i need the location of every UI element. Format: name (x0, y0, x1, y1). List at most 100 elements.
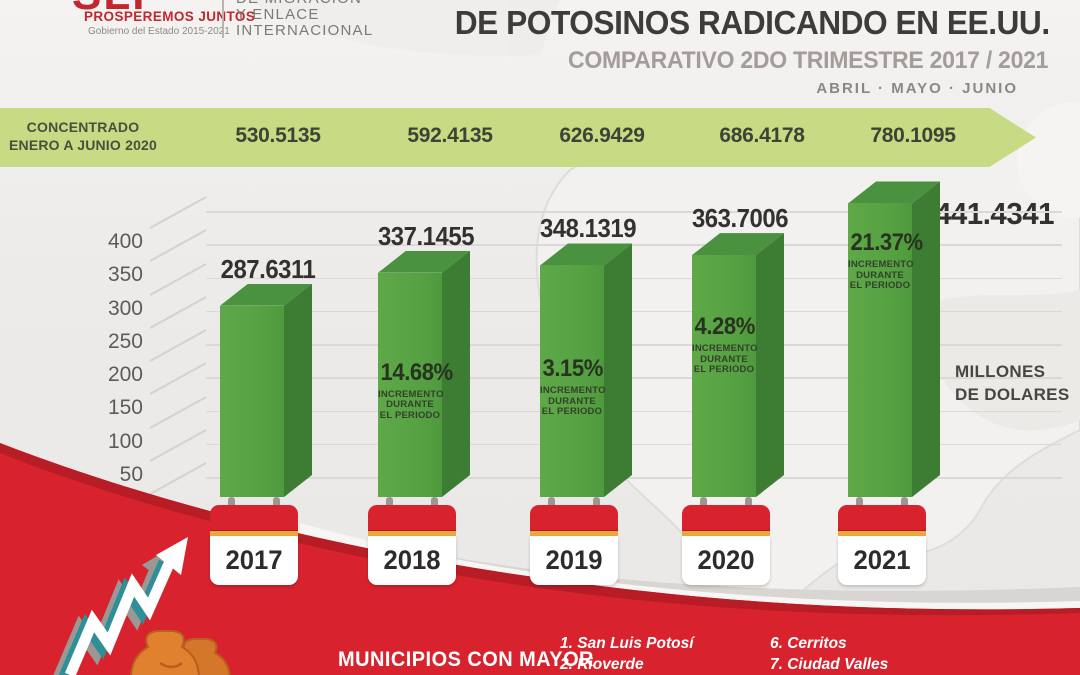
y-axis-tick: 400 (107, 230, 143, 253)
band-total-value: 592.4135 (407, 124, 493, 147)
y-axis-tick: 200 (107, 363, 143, 386)
municipio-item: 7. Ciudad Valles (770, 656, 889, 673)
bar-side-face (284, 284, 312, 497)
band-total-value: 530.5135 (235, 124, 321, 147)
percent-caption: INCREMENTO DURANTE EL PERIODO (848, 259, 914, 292)
logo-tagline: PROSPEREMOS JUNTOS (84, 9, 256, 24)
calendar-header (682, 505, 770, 530)
bar-top-face (540, 243, 632, 266)
bar-front-face: 21.37% INCREMENTO DURANTE EL PERIODO (848, 203, 924, 497)
gridline-horizontal (206, 211, 1062, 213)
gridline-diagonal (149, 262, 207, 295)
y-axis-tick: 300 (107, 296, 143, 320)
calendar-body: 2021 (838, 536, 926, 585)
bar-side-face (442, 251, 470, 497)
calendar-year-label: 2021 (853, 545, 911, 575)
bar-top-face (220, 283, 312, 306)
y-axis-tick: 350 (107, 263, 143, 287)
bar-top-face (848, 181, 940, 204)
band-label-line-2: ENERO A JUNIO 2020 (8, 137, 158, 153)
calendar-stripe (368, 530, 456, 537)
y-axis-tick: 250 (107, 329, 143, 353)
bar-top-face (692, 233, 784, 256)
gridline-horizontal (206, 310, 1062, 313)
gridline-horizontal (206, 410, 1062, 412)
calendar-header (838, 505, 926, 530)
calendar-body: 2020 (682, 536, 770, 585)
bar-front-face: 4.28% INCREMENTO DURANTE EL PERIODO (692, 255, 758, 497)
calendar-body: 2017 (210, 536, 298, 585)
bar-front-face: 14.68% INCREMENTO DURANTE EL PERIODO (378, 272, 454, 497)
y-axis-tick: 50 (119, 462, 143, 486)
municipio-item: 6. Cerritos (770, 635, 847, 652)
percent-value: 3.15% (542, 355, 604, 383)
band-label-line-1: CONCENTRADO (26, 119, 140, 135)
months-label: ABRIL · MAYO · JUNIO (816, 80, 1018, 97)
growth-arrow-icon (53, 537, 188, 675)
calendar-year-label: 2019 (545, 545, 603, 575)
calendar-header (368, 505, 456, 530)
axis-unit-label: MILLONES DE DOLARES (955, 360, 1069, 406)
band-total-value: 686.4178 (719, 124, 805, 147)
percent-value: 14.68% (380, 358, 454, 386)
gridline-horizontal (206, 477, 1062, 479)
municipios-list-right: 6. Cerritos 7. Ciudad Valles (770, 633, 888, 675)
bar-percent-block: 14.68% INCREMENTO DURANTE EL PERIODO (378, 358, 454, 422)
municipio-item: 2. Rioverde (560, 656, 644, 673)
calendar-year-label: 2020 (697, 545, 755, 575)
institute-line-3: INTERNACIONAL (236, 22, 374, 39)
bar-percent-block: 4.28% INCREMENTO DURANTE EL PERIODO (692, 313, 758, 376)
band-label: CONCENTRADO ENERO A JUNIO 2020 (8, 118, 158, 154)
calendar-year-label: 2017 (225, 545, 283, 575)
gridline-diagonal (149, 196, 207, 229)
bar-side-face (756, 233, 784, 497)
calendar-header (210, 505, 298, 530)
slp-logo-text: SLP (72, 0, 164, 16)
calendar-header (530, 505, 618, 530)
slp-logo: SLP (72, 0, 222, 16)
bar-value-label: 287.6311 (220, 253, 316, 284)
gridline-diagonal (149, 229, 207, 262)
calendar-stripe (682, 530, 770, 537)
bar-front-face (220, 305, 284, 497)
logo-government: Gobierno del Estado 2015-2021 (88, 26, 230, 37)
band-total-value: 780.1095 (870, 124, 956, 147)
logo-divider (222, 0, 224, 38)
percent-caption: INCREMENTO DURANTE EL PERIODO (692, 343, 758, 376)
gridline-horizontal (206, 377, 1062, 379)
bar-value-2021: 441.4341 (935, 196, 1055, 231)
money-bags-icon (130, 630, 231, 675)
municipio-item: 1. San Luis Potosí (560, 635, 694, 652)
calendar-icon: 2018 (368, 497, 456, 585)
gridline-diagonal (149, 329, 207, 362)
bar-top-face (378, 250, 470, 273)
gridline-horizontal (206, 277, 1062, 279)
totals-arrow-band: CONCENTRADO ENERO A JUNIO 2020 530.5135 5… (0, 108, 1036, 167)
footer-heading: MUNICIPIOS CON MAYOR (338, 648, 594, 671)
calendar-icon: 2020 (682, 497, 770, 585)
page-title: DE POTOSINOS RADICANDO EN EE.UU. (455, 4, 1050, 41)
institute-line-1: DE MIGRACIÓN (236, 0, 373, 7)
gridline-horizontal (206, 244, 1062, 246)
bar-side-face (604, 243, 632, 497)
percent-value: 21.37% (850, 229, 924, 257)
institute-name: DE MIGRACIÓN Y ENLACE INTERNACIONAL (236, 0, 373, 39)
page-subtitle: COMPARATIVO 2DO TRIMESTRE 2017 / 2021 (567, 47, 1048, 74)
unit-line-1: MILLONES (955, 362, 1046, 381)
unit-line-2: DE DOLARES (955, 385, 1070, 404)
municipios-list-left: 1. San Luis Potosí 2. Rioverde (560, 633, 694, 675)
percent-caption: INCREMENTO DURANTE EL PERIODO (378, 388, 444, 421)
calendar-year-label: 2018 (383, 545, 441, 575)
bar-value-label: 337.1455 (377, 220, 475, 251)
calendar-stripe (210, 530, 298, 537)
percent-value: 4.28% (694, 313, 756, 341)
bar-percent-block: 3.15% INCREMENTO DURANTE EL PERIODO (540, 355, 606, 418)
bar-side-face (912, 181, 940, 497)
gridline-diagonal (149, 362, 207, 395)
bar-value-label: 348.1319 (539, 213, 637, 244)
calendar-body: 2019 (530, 536, 618, 585)
institute-line-2: Y ENLACE (236, 6, 320, 23)
